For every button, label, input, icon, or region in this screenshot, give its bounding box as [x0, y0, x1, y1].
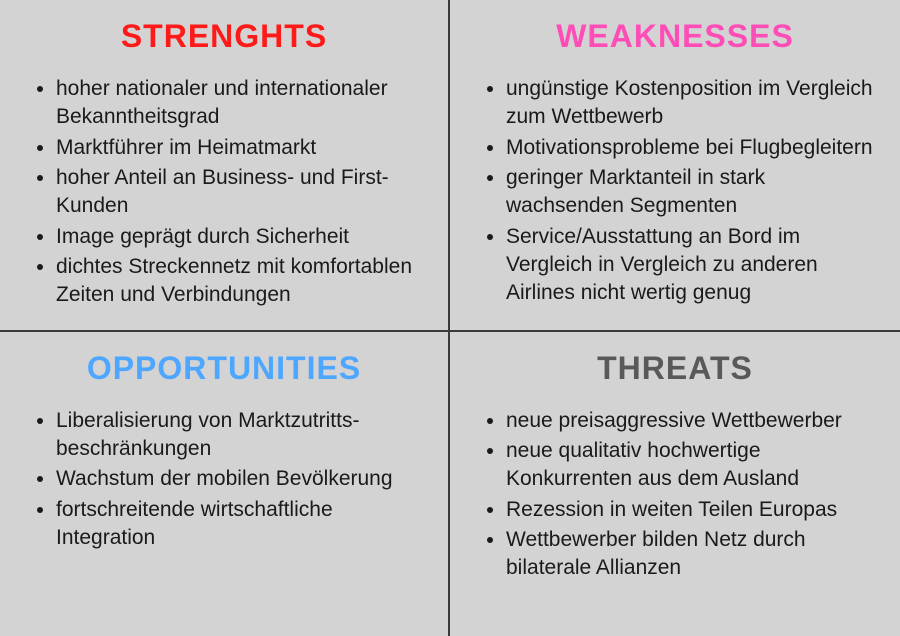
strengths-heading: STRENGHTS	[24, 18, 424, 55]
opportunities-heading: OPPORTUNITIES	[24, 350, 424, 387]
list-item: neue preisaggressive Wettbewerber	[506, 407, 876, 435]
weaknesses-list: ungünstige Kostenposition im Vergleich z…	[474, 75, 876, 308]
quadrant-opportunities: OPPORTUNITIES Liberalisierung von Marktz…	[0, 332, 450, 636]
threats-list: neue preisaggressive Wettbewerberneue qu…	[474, 407, 876, 583]
list-item: Motivationsprobleme bei Flugbegleitern	[506, 134, 876, 162]
list-item: ungünstige Kostenposition im Vergleich z…	[506, 75, 876, 132]
list-item: hoher nationaler und internationaler Bek…	[56, 75, 424, 132]
weaknesses-heading: WEAKNESSES	[474, 18, 876, 55]
list-item: Liberalisierung von Marktzutritts-beschr…	[56, 407, 424, 464]
list-item: neue qualitativ hochwertige Konkurrenten…	[506, 437, 876, 494]
list-item: hoher Anteil an Business- und First-Kund…	[56, 164, 424, 221]
strengths-list: hoher nationaler und internationaler Bek…	[24, 75, 424, 310]
quadrant-weaknesses: WEAKNESSES ungünstige Kostenposition im …	[450, 0, 900, 332]
list-item: Service/Ausstattung an Bord im Vergleich…	[506, 223, 876, 308]
list-item: Wettbewerber bilden Netz durch bilateral…	[506, 526, 876, 583]
threats-heading: THREATS	[474, 350, 876, 387]
list-item: geringer Marktanteil in stark wachsenden…	[506, 164, 876, 221]
list-item: Image geprägt durch Sicherheit	[56, 223, 424, 251]
quadrant-threats: THREATS neue preisaggressive Wettbewerbe…	[450, 332, 900, 636]
list-item: dichtes Streckennetz mit komfortablen Ze…	[56, 253, 424, 310]
opportunities-list: Liberalisierung von Marktzutritts-beschr…	[24, 407, 424, 553]
list-item: Wachstum der mobilen Bevölkerung	[56, 465, 424, 493]
swot-grid: STRENGHTS hoher nationaler und internati…	[0, 0, 900, 636]
list-item: Rezession in weiten Teilen Europas	[506, 496, 876, 524]
list-item: fortschreitende wirtschaftliche Integrat…	[56, 496, 424, 553]
quadrant-strengths: STRENGHTS hoher nationaler und internati…	[0, 0, 450, 332]
list-item: Marktführer im Heimatmarkt	[56, 134, 424, 162]
